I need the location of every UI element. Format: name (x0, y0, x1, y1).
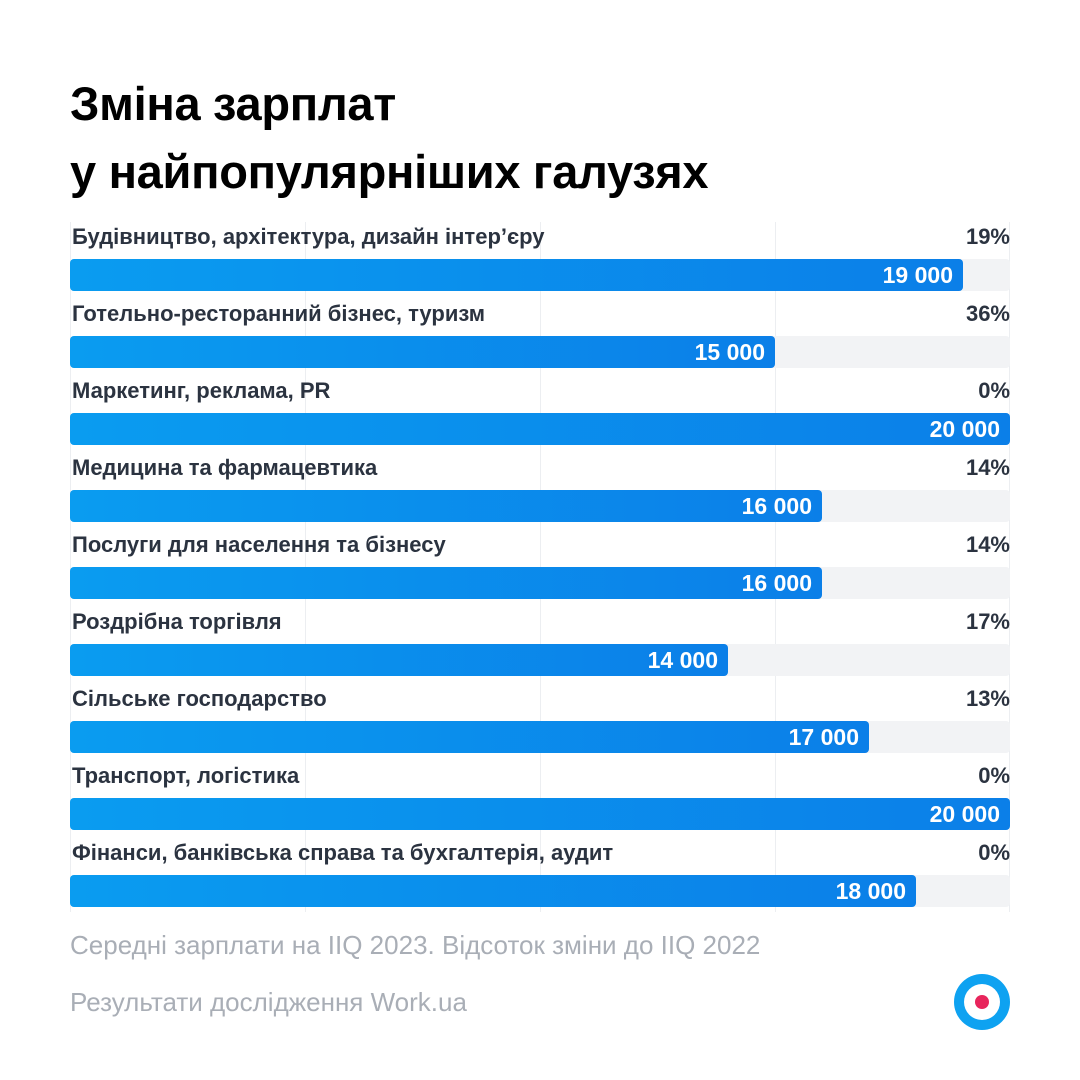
bar-track: 20 000 (70, 413, 1010, 445)
change-label: 17% (965, 609, 1010, 634)
category-label: Фінанси, банківська справа та бухгалтері… (72, 840, 614, 865)
category-label: Роздрібна торгівля (72, 609, 282, 634)
bar-track: 16 000 (70, 567, 1010, 599)
bar: 16 000 (70, 567, 822, 599)
change-label: 13% (965, 686, 1010, 711)
bar: 15 000 (70, 336, 775, 368)
bar-value-label: 14 000 (647, 647, 718, 673)
category-label: Маркетинг, реклама, PR (72, 378, 331, 403)
change-label: 14% (965, 532, 1010, 557)
chart-source: Результати дослідження Work.ua (70, 987, 467, 1017)
bar: 14 000 (70, 644, 728, 676)
bar-chart: Будівництво, архітектура, дизайн інтер’є… (70, 222, 1010, 912)
category-label: Готельно-ресторанний бізнес, туризм (72, 301, 486, 326)
category-label: Послуги для населення та бізнесу (72, 532, 446, 557)
logo-dot (975, 995, 989, 1009)
bar-row: Маркетинг, реклама, PR 0% 20 000 (70, 376, 1010, 446)
change-label: 14% (965, 455, 1010, 480)
chart-title: Зміна зарплат у найпопулярніших галузях (70, 70, 709, 206)
bar-track: 15 000 (70, 336, 1010, 368)
bar-track: 18 000 (70, 875, 1010, 907)
bar-value-label: 17 000 (788, 724, 859, 750)
category-label: Сільське господарство (72, 686, 327, 711)
bar-track: 16 000 (70, 490, 1010, 522)
bar-row: Медицина та фармацевтика 14% 16 000 (70, 453, 1010, 523)
bar-track: 17 000 (70, 721, 1010, 753)
category-label: Медицина та фармацевтика (72, 455, 378, 480)
bar-track: 20 000 (70, 798, 1010, 830)
category-label: Транспорт, логістика (72, 763, 300, 788)
bar-row: Транспорт, логістика 0% 20 000 (70, 761, 1010, 831)
bar-row: Готельно-ресторанний бізнес, туризм 36% 15… (70, 299, 1010, 369)
category-label: Будівництво, архітектура, дизайн інтер’є… (72, 224, 545, 249)
gridline (1009, 222, 1010, 912)
bar: 20 000 (70, 798, 1010, 830)
bar: 19 000 (70, 259, 963, 291)
bar-row: Сільське господарство 13% 17 000 (70, 684, 1010, 754)
change-label: 19% (965, 224, 1010, 249)
bar-value-label: 20 000 (929, 416, 1000, 442)
change-label: 0% (978, 378, 1010, 403)
logo-ring (964, 984, 1000, 1020)
bar-row: Роздрібна торгівля 17% 14 000 (70, 607, 1010, 677)
chart-footnote: Середні зарплати на IIQ 2023. Відсоток з… (70, 930, 761, 960)
bar: 17 000 (70, 721, 869, 753)
bar-row: Фінанси, банківська справа та бухгалтері… (70, 838, 1010, 908)
work-ua-logo-icon[interactable] (954, 974, 1010, 1030)
change-label: 36% (965, 301, 1010, 326)
chart-title-line-2: у найпопулярніших галузях (70, 145, 709, 198)
bar-value-label: 20 000 (929, 801, 1000, 827)
bar: 18 000 (70, 875, 916, 907)
bar-row: Послуги для населення та бізнесу 14% 16 00… (70, 530, 1010, 600)
change-label: 0% (978, 840, 1010, 865)
bar-track: 19 000 (70, 259, 1010, 291)
bar-track: 14 000 (70, 644, 1010, 676)
bar: 16 000 (70, 490, 822, 522)
bar-value-label: 16 000 (741, 493, 812, 519)
change-label: 0% (978, 763, 1010, 788)
bar-value-label: 18 000 (835, 878, 906, 904)
bar: 20 000 (70, 413, 1010, 445)
bar-row: Будівництво, архітектура, дизайн інтер’є… (70, 222, 1010, 292)
bar-value-label: 16 000 (741, 570, 812, 596)
chart-title-line-1: Зміна зарплат (70, 77, 396, 130)
bar-value-label: 15 000 (694, 339, 765, 365)
bar-value-label: 19 000 (882, 262, 953, 288)
